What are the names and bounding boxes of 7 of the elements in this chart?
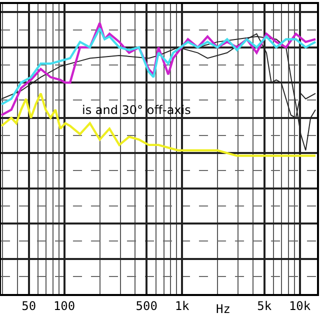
x-tick-label: 100 [53, 299, 76, 314]
x-axis-title: Hz [216, 302, 230, 316]
x-tick-label: 50 [22, 299, 36, 314]
x-tick-label: 1k [174, 299, 190, 314]
x-tick-label: 500 [136, 299, 158, 314]
x-tick-label: 5k [257, 299, 272, 314]
x-tick-label: 10k [288, 299, 312, 314]
